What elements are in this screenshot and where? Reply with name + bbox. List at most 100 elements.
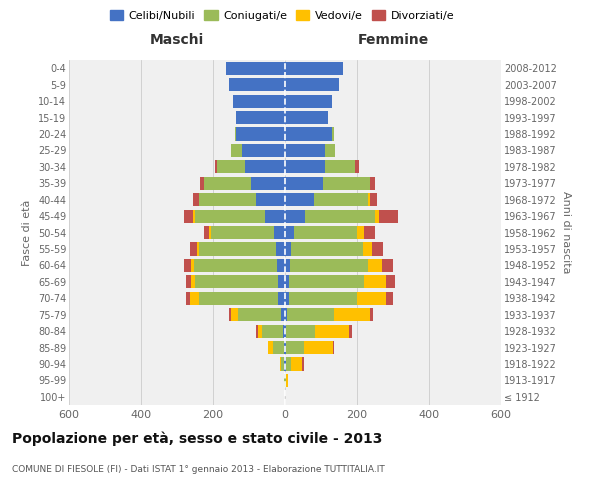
Bar (199, 292, 278, 305)
Y-axis label: Fasce di età: Fasce di età (22, 200, 32, 266)
Bar (304, 341, 332, 354)
Bar (290, 259, 368, 272)
Bar (200, 176, 204, 190)
Bar (285, 341, 286, 354)
Bar (364, 226, 375, 239)
Bar (193, 193, 199, 206)
Bar (274, 341, 284, 354)
Bar (332, 341, 334, 354)
Bar (262, 324, 283, 338)
Bar (332, 128, 334, 140)
Bar (215, 160, 217, 173)
Bar (285, 94, 332, 108)
Bar (305, 210, 375, 222)
Bar (274, 226, 285, 239)
Bar (285, 210, 305, 222)
Bar (286, 341, 304, 354)
Bar (368, 193, 370, 206)
Bar (197, 242, 199, 256)
Bar (278, 275, 285, 288)
Bar (285, 62, 343, 75)
Bar (236, 111, 285, 124)
Bar (325, 160, 355, 173)
Bar (191, 259, 194, 272)
Bar (284, 358, 285, 370)
Bar (284, 341, 285, 354)
Bar (195, 210, 265, 222)
Bar (292, 242, 364, 256)
Bar (379, 210, 398, 222)
Bar (286, 374, 288, 387)
Bar (242, 144, 285, 157)
Bar (277, 259, 285, 272)
Bar (334, 308, 370, 321)
Bar (364, 242, 373, 256)
Bar (231, 308, 238, 321)
Bar (285, 275, 289, 288)
Bar (191, 275, 195, 288)
Bar (375, 210, 379, 222)
Bar (285, 259, 290, 272)
Bar (370, 308, 373, 321)
Bar (281, 358, 284, 370)
Bar (285, 111, 328, 124)
Bar (233, 94, 285, 108)
Bar (268, 341, 274, 354)
Bar (190, 292, 199, 305)
Bar (231, 144, 242, 157)
Bar (285, 242, 292, 256)
Bar (287, 308, 334, 321)
Bar (235, 128, 236, 140)
Bar (285, 324, 286, 338)
Bar (285, 374, 286, 387)
Bar (276, 242, 285, 256)
Bar (211, 226, 274, 239)
Bar (186, 275, 191, 288)
Bar (294, 226, 357, 239)
Bar (370, 176, 375, 190)
Legend: Celibi/Nubili, Coniugati/e, Vedovi/e, Divorziati/e: Celibi/Nubili, Coniugati/e, Vedovi/e, Di… (106, 6, 458, 25)
Bar (265, 210, 285, 222)
Bar (195, 275, 278, 288)
Bar (357, 292, 386, 305)
Bar (245, 160, 285, 173)
Bar (229, 308, 231, 321)
Bar (256, 324, 258, 338)
Bar (289, 292, 357, 305)
Bar (217, 160, 245, 173)
Bar (349, 324, 352, 338)
Bar (281, 308, 285, 321)
Bar (199, 242, 276, 256)
Bar (323, 176, 370, 190)
Bar (285, 193, 314, 206)
Bar (284, 374, 285, 387)
Bar (368, 259, 382, 272)
Bar (280, 358, 281, 370)
Bar (238, 308, 281, 321)
Bar (256, 193, 285, 206)
Bar (286, 358, 291, 370)
Bar (357, 226, 364, 239)
Bar (229, 78, 285, 91)
Bar (285, 78, 339, 91)
Bar (184, 259, 191, 272)
Bar (285, 128, 332, 140)
Bar (226, 62, 285, 75)
Text: Popolazione per età, sesso e stato civile - 2013: Popolazione per età, sesso e stato civil… (12, 431, 382, 446)
Bar (193, 210, 195, 222)
Bar (186, 292, 190, 305)
Bar (373, 242, 383, 256)
Bar (258, 324, 262, 338)
Bar (370, 193, 377, 206)
Y-axis label: Anni di nascita: Anni di nascita (560, 191, 571, 274)
Bar (184, 210, 193, 222)
Bar (278, 292, 285, 305)
Bar (204, 176, 251, 190)
Bar (314, 324, 349, 338)
Text: Maschi: Maschi (150, 33, 204, 47)
Bar (251, 176, 285, 190)
Bar (314, 193, 368, 206)
Bar (190, 242, 197, 256)
Bar (285, 358, 286, 370)
Bar (285, 160, 325, 173)
